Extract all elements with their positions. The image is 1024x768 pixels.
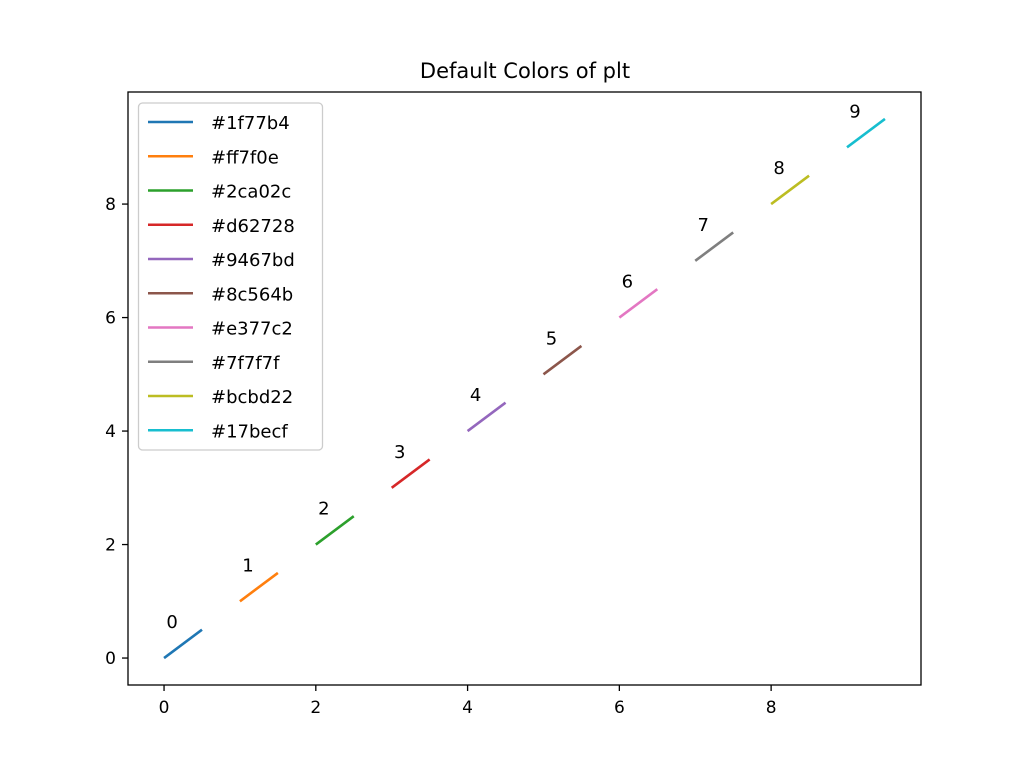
series-line-6 — [618, 288, 659, 319]
series-line-7 — [694, 231, 734, 262]
data-label-0: 0 — [166, 612, 177, 633]
legend-label-6: #e377c2 — [211, 319, 293, 340]
legend-label-9: #17becf — [211, 421, 288, 442]
legend: #1f77b4 #ff7f0e #2ca02c #d62728 #9467bd #8c56… — [137, 102, 324, 451]
data-label-9: 9 — [849, 101, 860, 122]
data-label-4: 4 — [470, 385, 481, 406]
series-line-1 — [239, 571, 279, 603]
y-tick-label-2: 4 — [105, 422, 116, 442]
legend-label-2: #2ca02c — [211, 182, 291, 203]
plot-marks: 0 1 2 3 4 5 6 7 8 9 — [163, 101, 886, 660]
y-tick-label-4: 8 — [105, 195, 116, 215]
legend-label-1: #ff7f0e — [211, 147, 279, 168]
series-line-0 — [163, 628, 203, 660]
data-label-5: 5 — [546, 328, 557, 349]
y-tick-label-1: 2 — [105, 536, 116, 556]
x-tick-label-3: 6 — [614, 698, 625, 718]
data-label-6: 6 — [622, 272, 633, 293]
legend-label-3: #d62728 — [211, 216, 295, 237]
x-axis: 0 2 4 6 8 — [159, 685, 777, 718]
data-label-1: 1 — [242, 555, 253, 576]
series-line-8 — [770, 174, 810, 206]
y-tick-label-0: 0 — [105, 649, 116, 669]
series-line-5 — [542, 344, 583, 376]
series-line-2 — [315, 515, 355, 546]
legend-label-7: #7f7f7f — [211, 353, 280, 374]
legend-label-5: #8c564b — [211, 284, 293, 305]
y-axis: 0 2 4 6 8 — [105, 195, 128, 669]
x-tick-label-1: 2 — [310, 698, 321, 718]
series-line-4 — [466, 401, 507, 433]
data-label-7: 7 — [698, 215, 709, 236]
x-tick-label-4: 8 — [766, 698, 777, 718]
x-tick-label-0: 0 — [159, 698, 170, 718]
legend-label-4: #9467bd — [211, 250, 295, 271]
legend-label-0: #1f77b4 — [211, 113, 290, 134]
data-label-2: 2 — [318, 499, 329, 520]
legend-label-8: #bcbd22 — [211, 387, 293, 408]
data-label-3: 3 — [394, 442, 405, 463]
data-label-8: 8 — [773, 158, 784, 179]
series-line-3 — [390, 458, 431, 489]
series-line-9 — [846, 117, 886, 149]
chart-title: Default Colors of plt — [420, 59, 630, 83]
axes-frame — [127, 91, 922, 686]
x-tick-label-2: 4 — [462, 698, 473, 718]
y-tick-label-3: 6 — [105, 309, 116, 329]
